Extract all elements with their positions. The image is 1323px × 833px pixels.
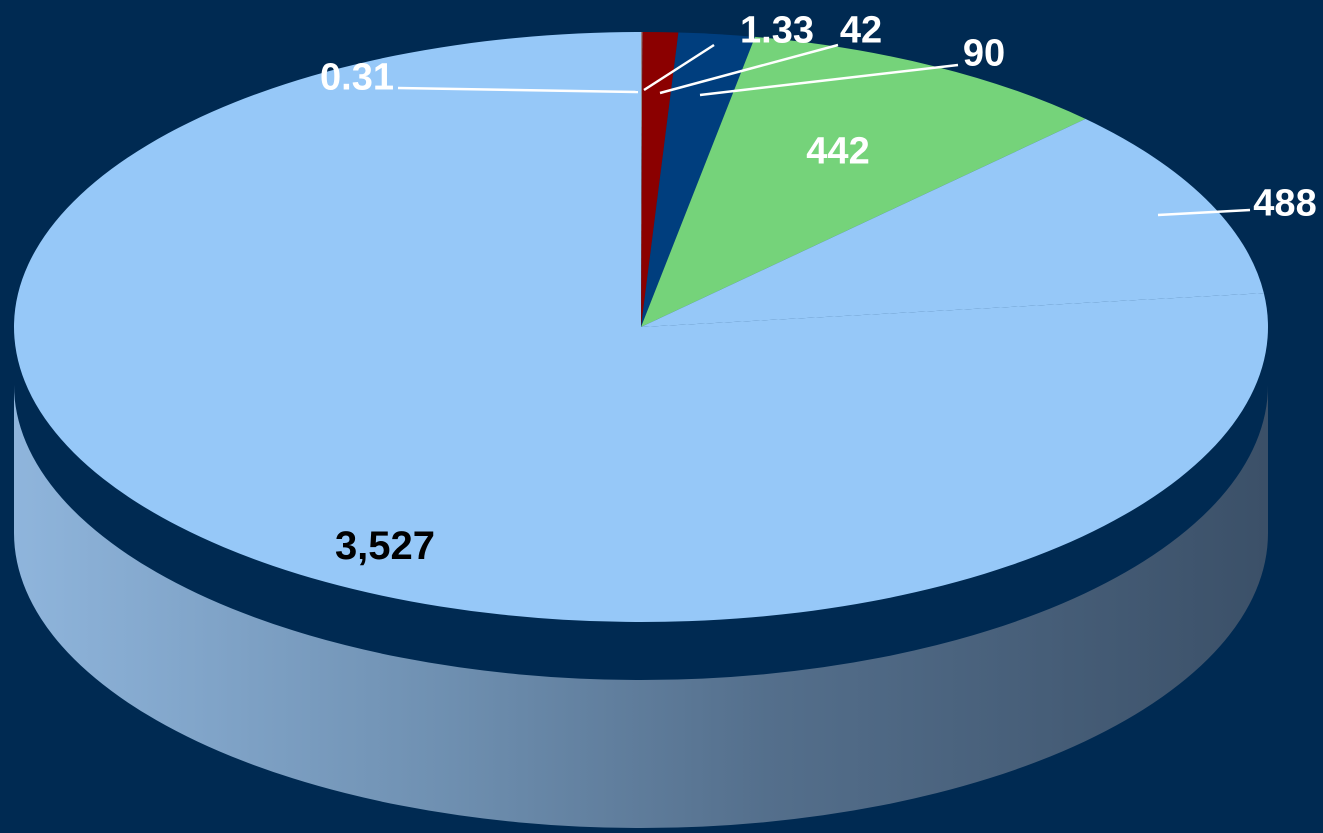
data-label-488: 488 [1253,182,1316,224]
data-label-90: 90 [963,32,1005,74]
data-label-0-31: 0.31 [320,56,394,98]
data-label-1-33: 1.33 [740,9,814,51]
pie-slices [14,32,1268,622]
data-label-42: 42 [840,9,882,51]
data-label-442: 442 [806,130,869,172]
data-label-3527: 3,527 [335,524,435,568]
